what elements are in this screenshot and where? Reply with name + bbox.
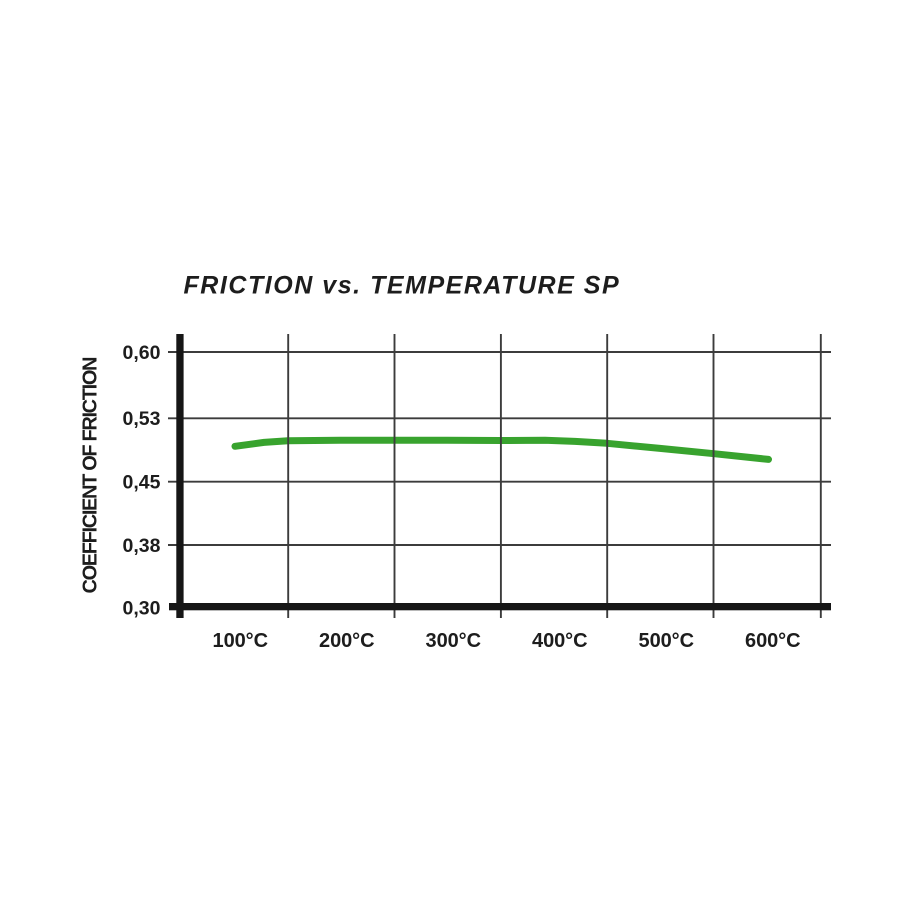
svg-text:0,38: 0,38 — [123, 535, 161, 557]
svg-text:300°C: 300°C — [426, 630, 482, 652]
svg-text:FRICTION vs. TEMPERATURE SP: FRICTION vs. TEMPERATURE SP — [184, 272, 621, 300]
svg-text:0,30: 0,30 — [123, 597, 161, 619]
svg-text:200°C: 200°C — [319, 630, 375, 652]
svg-text:0,45: 0,45 — [123, 472, 161, 494]
svg-text:600°C: 600°C — [745, 630, 801, 652]
svg-text:0,60: 0,60 — [123, 342, 161, 364]
svg-text:500°C: 500°C — [639, 630, 695, 652]
svg-text:0,53: 0,53 — [123, 408, 161, 430]
svg-text:100°C: 100°C — [213, 630, 268, 652]
svg-text:COEFFICIENT OF FRICTION: COEFFICIENT OF FRICTION — [80, 357, 102, 594]
svg-text:400°C: 400°C — [532, 630, 588, 652]
